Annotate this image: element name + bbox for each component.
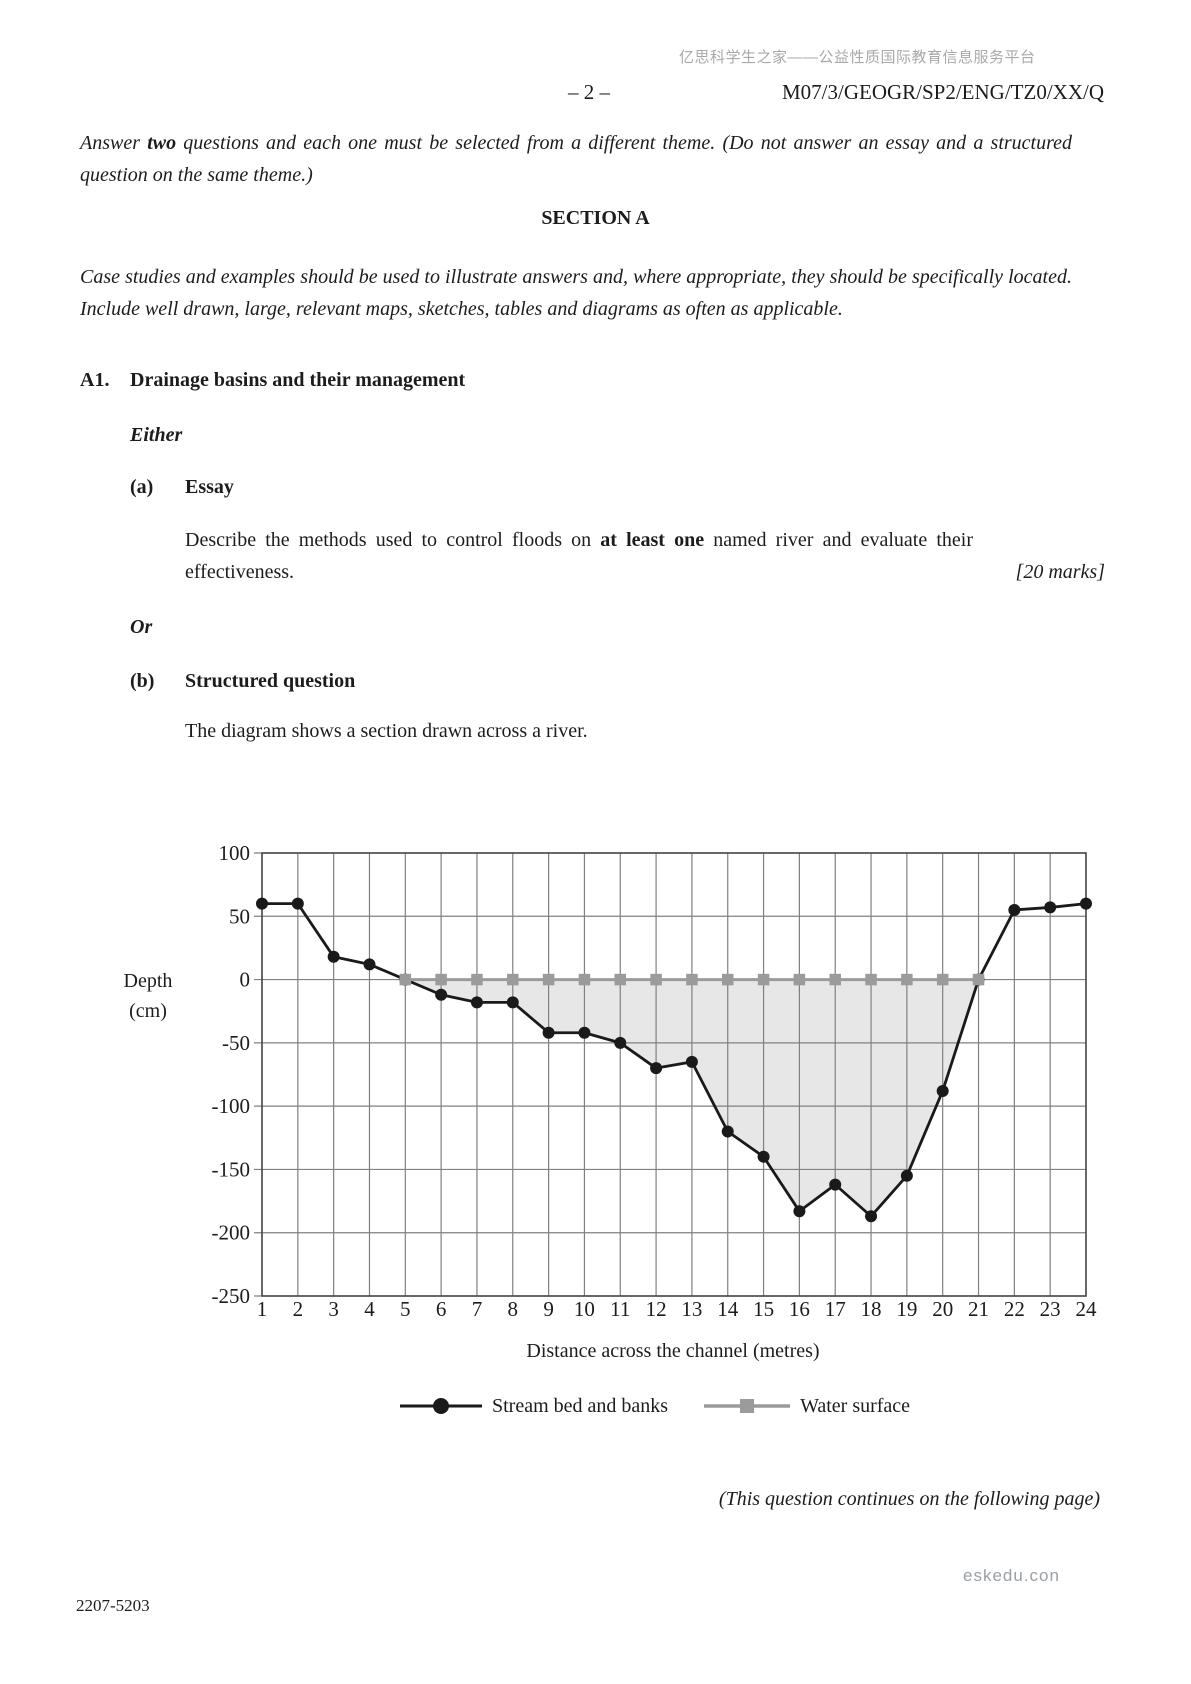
part-a-marks: [20 marks]: [1015, 561, 1105, 583]
svg-text:2: 2: [293, 1297, 304, 1321]
svg-text:0: 0: [240, 968, 251, 992]
part-b-heading: Structured question: [185, 670, 356, 692]
svg-text:4: 4: [364, 1297, 375, 1321]
rubric-text-post: questions and each one must be selected …: [80, 132, 1073, 186]
part-a-text-pre: Describe the methods used to control flo…: [185, 529, 601, 551]
question-title: Drainage basins and their management: [130, 369, 466, 391]
continues-note: (This question continues on the followin…: [718, 1488, 1100, 1510]
y-axis-title-line1: Depth: [123, 970, 173, 992]
svg-text:23: 23: [1040, 1297, 1061, 1321]
svg-text:-250: -250: [212, 1284, 251, 1308]
part-b-intro: The diagram shows a section drawn across…: [185, 720, 588, 742]
water-surface-legend-label: Water surface: [800, 1395, 911, 1417]
page-number: – 2 –: [568, 80, 610, 104]
svg-text:20: 20: [932, 1297, 953, 1321]
rubric-text-bold: two: [147, 132, 177, 154]
part-a-heading-row: (a) Essay: [0, 471, 1191, 503]
y-axis-title: Depth (cm): [103, 966, 193, 1026]
svg-text:10: 10: [574, 1297, 595, 1321]
svg-text:11: 11: [610, 1297, 630, 1321]
svg-text:6: 6: [436, 1297, 447, 1321]
x-axis-title: Distance across the channel (metres): [526, 1340, 820, 1362]
either-label: Either: [130, 424, 183, 446]
section-note: Case studies and examples should be used…: [80, 266, 1072, 320]
svg-text:22: 22: [1004, 1297, 1025, 1321]
part-a-text-bold: at least one: [600, 529, 705, 551]
part-a-heading: Essay: [185, 476, 234, 498]
svg-text:14: 14: [717, 1297, 739, 1321]
question-number: A1.: [80, 369, 110, 391]
stream-bed-legend-label: Stream bed and banks: [492, 1395, 669, 1417]
svg-text:-150: -150: [212, 1157, 251, 1181]
svg-text:13: 13: [681, 1297, 702, 1321]
part-a-text: Describe the methods used to control flo…: [185, 524, 973, 588]
svg-text:-50: -50: [222, 1031, 250, 1055]
svg-text:15: 15: [753, 1297, 774, 1321]
svg-text:24: 24: [1076, 1297, 1098, 1321]
svg-text:19: 19: [896, 1297, 917, 1321]
y-axis-title-line2: (cm): [129, 1000, 167, 1022]
chart-legend: Stream bed and banks Water surface: [400, 1390, 910, 1422]
water-surface-legend-marker: [704, 1399, 791, 1413]
svg-text:100: 100: [219, 841, 251, 865]
svg-text:8: 8: [508, 1297, 518, 1321]
part-a-label: (a): [130, 476, 154, 498]
svg-text:21: 21: [968, 1297, 989, 1321]
rubric-paragraph: Answer two questions and each one must b…: [80, 127, 1072, 191]
or-label: Or: [130, 616, 153, 638]
rubric-text-pre: Answer: [80, 132, 148, 154]
svg-text:-200: -200: [212, 1221, 251, 1245]
svg-text:16: 16: [789, 1297, 810, 1321]
svg-text:5: 5: [400, 1297, 411, 1321]
svg-text:12: 12: [646, 1297, 667, 1321]
svg-text:1: 1: [257, 1297, 268, 1321]
part-b-heading-row: (b) Structured question: [0, 665, 1191, 697]
part-b-label: (b): [130, 670, 155, 692]
svg-text:18: 18: [861, 1297, 882, 1321]
svg-text:50: 50: [229, 904, 250, 928]
eskedu-watermark: eskedu.con: [963, 1566, 1060, 1585]
svg-text:7: 7: [472, 1297, 483, 1321]
section-heading: SECTION A: [541, 207, 650, 229]
paper-code: M07/3/GEOGR/SP2/ENG/TZ0/XX/Q: [781, 80, 1104, 104]
svg-text:3: 3: [328, 1297, 339, 1321]
svg-text:9: 9: [543, 1297, 554, 1321]
part-a-text-post: named river and evaluate their effective…: [185, 529, 973, 583]
document-code: 2207-5203: [76, 1596, 150, 1615]
svg-text:17: 17: [825, 1297, 846, 1321]
svg-text:-100: -100: [212, 1094, 251, 1118]
stream-bed-legend-marker: [400, 1398, 482, 1414]
question-title-row: A1. Drainage basins and their management: [0, 364, 1191, 396]
chinese-watermark: 亿思科学生之家——公益性质国际教育信息服务平台: [679, 49, 1036, 66]
